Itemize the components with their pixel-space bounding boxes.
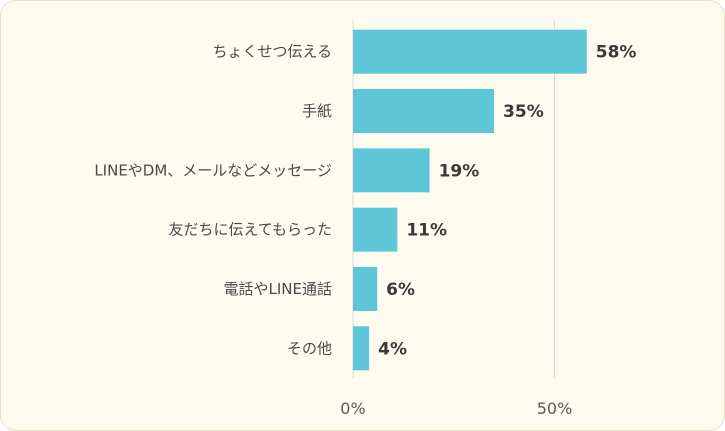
value-label: 58% (596, 43, 637, 63)
bar (353, 89, 495, 133)
x-tick-label: 50% (537, 399, 573, 418)
category-label: LINEやDM、メールなどメッセージ (94, 161, 332, 179)
category-label: 友だちに伝えてもらった (168, 221, 332, 239)
value-label: 19% (439, 161, 480, 181)
category-label: 手紙 (302, 102, 332, 120)
value-label: 35% (503, 102, 544, 122)
bars (353, 29, 587, 371)
bar (353, 148, 430, 193)
bar (353, 207, 398, 252)
bar (353, 326, 370, 371)
bar (353, 267, 378, 311)
x-tick-label: 0% (340, 399, 365, 418)
value-labels: 58% 35% 19% 11% 6% 4% (378, 43, 636, 360)
category-label: ちょくせつ伝える (212, 43, 332, 61)
bar (353, 29, 587, 74)
value-label: 11% (406, 221, 447, 241)
category-label: 電話やLINE通話 (224, 280, 332, 298)
value-label: 6% (386, 280, 415, 300)
x-axis-ticks: 0% 50% (340, 399, 572, 418)
value-label: 4% (378, 339, 407, 359)
gridlines (352, 20, 555, 378)
category-label: その他 (287, 339, 332, 357)
